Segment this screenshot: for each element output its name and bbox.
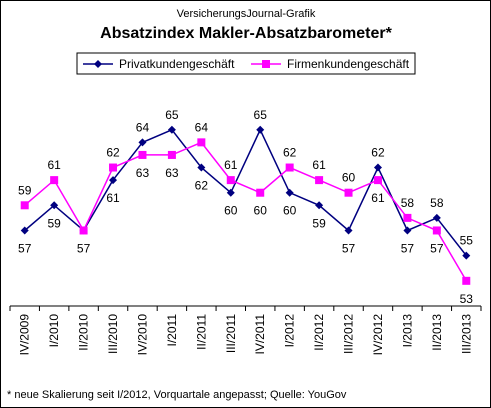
data-point-private [109, 176, 118, 185]
data-point-corporate [20, 201, 29, 210]
series-line-corporate [24, 141, 467, 282]
data-label-corporate: 62 [106, 146, 120, 160]
data-point-private [315, 201, 324, 210]
x-tick-label: II/2013 [430, 314, 444, 351]
data-point-corporate [167, 150, 176, 159]
data-label-corporate: 63 [136, 166, 150, 180]
data-point-corporate [432, 226, 441, 235]
data-point-private [344, 226, 353, 235]
data-label-corporate: 59 [18, 183, 32, 197]
legend-label-corporate: Firmenkundengeschäft [287, 57, 410, 71]
x-tick-label: I/2010 [47, 314, 61, 348]
x-tick-label: I/2013 [400, 314, 414, 348]
data-label-private: 60 [283, 204, 297, 218]
data-point-corporate [50, 176, 59, 185]
data-label-corporate: 61 [224, 158, 238, 172]
data-point-private [197, 163, 206, 172]
data-point-corporate [344, 188, 353, 197]
data-label-private: 58 [430, 196, 444, 210]
data-point-corporate [226, 176, 235, 185]
data-point-private [373, 163, 382, 172]
data-label-corporate: 60 [254, 204, 268, 218]
data-point-corporate [197, 138, 206, 147]
data-point-private [432, 213, 441, 222]
data-label-corporate: 61 [312, 158, 326, 172]
data-label-private: 62 [371, 146, 385, 160]
x-tick-label: II/2012 [312, 314, 326, 351]
data-label-private: 61 [106, 191, 120, 205]
data-label-corporate: 62 [283, 146, 297, 160]
data-label-private: 59 [47, 216, 61, 230]
x-tick-label: II/2010 [77, 314, 91, 351]
data-label-corporate: 53 [460, 292, 474, 306]
data-point-corporate [138, 150, 147, 159]
data-point-private [167, 125, 176, 134]
legend: Privatkundengeschäft Firmenkundengeschäf… [76, 52, 416, 75]
x-tick-label: III/2010 [106, 314, 120, 354]
data-label-corporate: 61 [47, 158, 61, 172]
data-label-private: 59 [312, 216, 326, 230]
source-label: VersicherungsJournal-Grafik [177, 8, 316, 20]
x-tick-label: IV/2011 [253, 314, 267, 355]
data-label-private: 57 [401, 241, 415, 255]
data-label-corporate: 63 [165, 166, 179, 180]
data-point-corporate [285, 163, 294, 172]
data-label-corporate: 57 [430, 241, 444, 255]
data-label-private: 62 [195, 179, 209, 193]
data-label-private: 57 [342, 241, 356, 255]
series-line-private [24, 128, 467, 257]
legend-marker-corporate [262, 60, 270, 68]
data-label-private: 65 [165, 108, 179, 122]
x-tick-label: IV/2010 [135, 314, 149, 356]
data-point-private [20, 226, 29, 235]
data-label-corporate: 61 [371, 191, 385, 205]
data-point-private [403, 226, 412, 235]
data-label-private: 60 [224, 204, 238, 218]
data-point-corporate [315, 176, 324, 185]
data-point-corporate [373, 176, 382, 185]
data-point-corporate [79, 226, 88, 235]
data-label-private: 55 [460, 234, 474, 248]
chart-title: Absatzindex Makler-Absatzbarometer* [100, 25, 392, 42]
x-tick-label: I/2011 [165, 314, 179, 347]
x-tick-label: IV/2009 [18, 314, 32, 356]
x-tick-label: III/2012 [342, 314, 356, 354]
x-tick-label: III/2011 [224, 314, 238, 353]
data-point-corporate [462, 276, 471, 285]
legend-box [76, 52, 416, 75]
data-label-corporate: 60 [342, 171, 356, 185]
data-point-corporate [256, 188, 265, 197]
data-label-corporate: 58 [401, 196, 415, 210]
legend-label-private: Privatkundengeschäft [119, 57, 235, 71]
x-tick-label: III/2013 [459, 314, 473, 354]
data-point-corporate [109, 163, 118, 172]
data-point-private [50, 201, 59, 210]
x-tick-label: I/2012 [283, 314, 297, 348]
data-label-private: 57 [18, 241, 32, 255]
plot-area: IV/2009 I/2010 II/2010 III/2010 IV/2010 I/201… [9, 108, 482, 356]
data-label-corporate: 64 [195, 120, 209, 134]
data-point-private [462, 251, 471, 260]
data-point-corporate [403, 213, 412, 222]
data-label-private: 64 [136, 120, 150, 134]
legend-marker-private [94, 60, 102, 68]
data-point-private [226, 188, 235, 197]
x-tick-label: II/2011 [194, 314, 208, 350]
footnote: * neue Skalierung seit I/2012, Vorquarta… [7, 389, 347, 401]
data-label-private: 65 [254, 108, 268, 122]
data-point-private [256, 125, 265, 134]
data-point-private [285, 188, 294, 197]
data-label-corporate: 57 [77, 241, 91, 255]
x-tick-label: IV/2012 [371, 314, 385, 356]
data-point-private [138, 138, 147, 147]
